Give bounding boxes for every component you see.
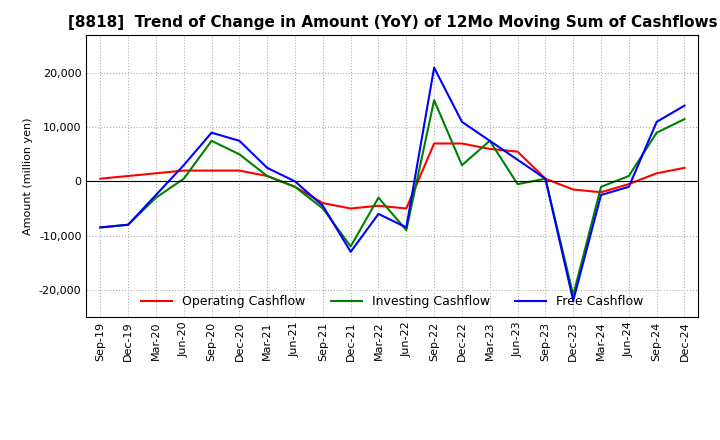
Operating Cashflow [96,176,104,181]
Investing Cashflow [263,173,271,179]
Investing Cashflow [318,206,327,211]
Free Cashflow [485,138,494,143]
Line: Free Cashflow: Free Cashflow [100,68,685,301]
Free Cashflow [291,179,300,184]
Free Cashflow [652,119,661,125]
Investing Cashflow [96,225,104,230]
Operating Cashflow [652,171,661,176]
Investing Cashflow [291,184,300,190]
Operating Cashflow [374,203,383,209]
Operating Cashflow [597,190,606,195]
Operating Cashflow [235,168,243,173]
Title: [8818]  Trend of Change in Amount (YoY) of 12Mo Moving Sum of Cashflows: [8818] Trend of Change in Amount (YoY) o… [68,15,717,30]
Free Cashflow [597,192,606,198]
Line: Investing Cashflow: Investing Cashflow [100,100,685,295]
Operating Cashflow [485,146,494,151]
Investing Cashflow [374,195,383,200]
Investing Cashflow [680,117,689,122]
Free Cashflow [152,192,161,198]
Operating Cashflow [152,171,161,176]
Investing Cashflow [513,181,522,187]
Investing Cashflow [235,152,243,157]
Operating Cashflow [263,173,271,179]
Free Cashflow [513,157,522,162]
Free Cashflow [346,249,355,254]
Investing Cashflow [458,162,467,168]
Operating Cashflow [207,168,216,173]
Free Cashflow [96,225,104,230]
Investing Cashflow [346,244,355,249]
Investing Cashflow [430,98,438,103]
Operating Cashflow [513,149,522,154]
Free Cashflow [430,65,438,70]
Operating Cashflow [541,176,550,181]
Free Cashflow [235,138,243,143]
Operating Cashflow [318,201,327,206]
Y-axis label: Amount (million yen): Amount (million yen) [23,117,33,235]
Free Cashflow [318,203,327,209]
Operating Cashflow [291,184,300,190]
Operating Cashflow [402,206,410,211]
Free Cashflow [680,103,689,108]
Operating Cashflow [430,141,438,146]
Free Cashflow [402,225,410,230]
Operating Cashflow [458,141,467,146]
Investing Cashflow [152,195,161,200]
Free Cashflow [179,162,188,168]
Investing Cashflow [179,176,188,181]
Investing Cashflow [124,222,132,227]
Investing Cashflow [541,176,550,181]
Free Cashflow [207,130,216,136]
Operating Cashflow [680,165,689,171]
Line: Operating Cashflow: Operating Cashflow [100,143,685,209]
Investing Cashflow [485,138,494,143]
Free Cashflow [624,184,633,190]
Investing Cashflow [569,293,577,298]
Free Cashflow [569,298,577,303]
Free Cashflow [458,119,467,125]
Operating Cashflow [624,181,633,187]
Free Cashflow [374,211,383,216]
Operating Cashflow [124,173,132,179]
Free Cashflow [124,222,132,227]
Legend: Operating Cashflow, Investing Cashflow, Free Cashflow: Operating Cashflow, Investing Cashflow, … [136,290,649,313]
Free Cashflow [263,165,271,171]
Investing Cashflow [402,227,410,233]
Operating Cashflow [179,168,188,173]
Investing Cashflow [624,173,633,179]
Investing Cashflow [652,130,661,136]
Operating Cashflow [569,187,577,192]
Investing Cashflow [207,138,216,143]
Free Cashflow [541,176,550,181]
Investing Cashflow [597,184,606,190]
Operating Cashflow [346,206,355,211]
